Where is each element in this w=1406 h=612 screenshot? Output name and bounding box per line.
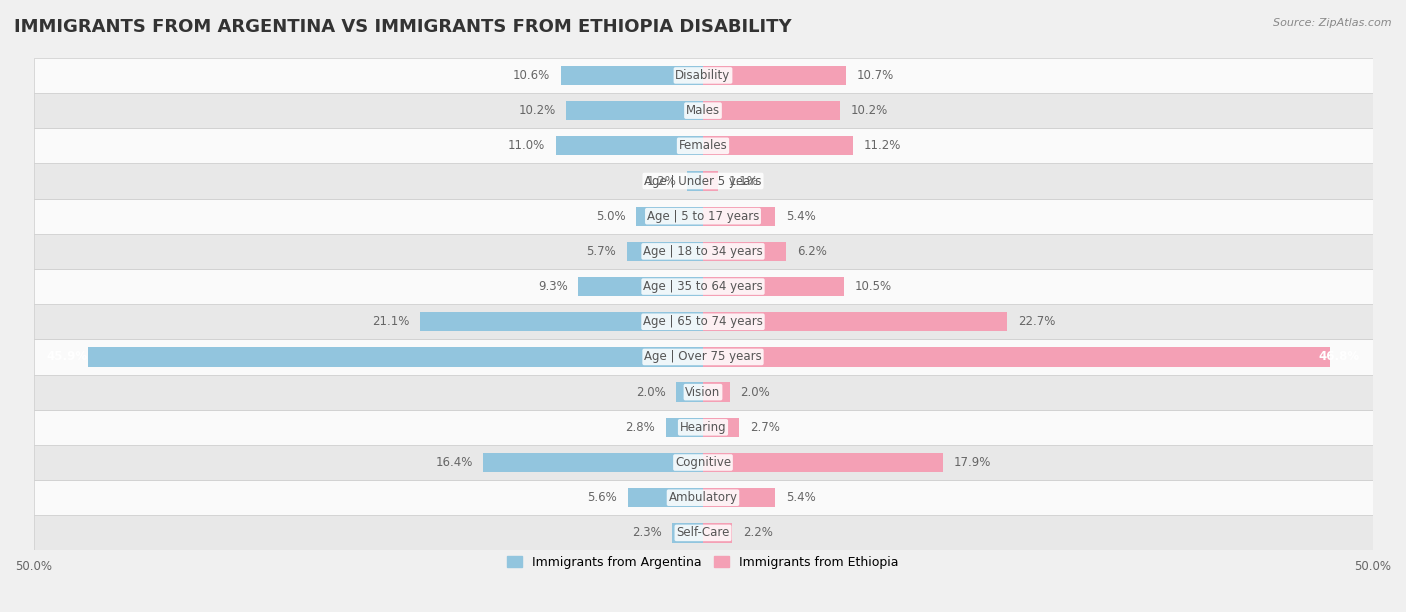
Text: 11.0%: 11.0% <box>508 140 546 152</box>
Bar <box>34 129 1372 163</box>
Text: 17.9%: 17.9% <box>953 456 991 469</box>
Bar <box>703 523 733 543</box>
Bar <box>703 382 730 402</box>
Bar <box>34 269 1372 304</box>
Bar <box>627 242 703 261</box>
Text: 2.8%: 2.8% <box>626 421 655 434</box>
Bar <box>34 515 1372 550</box>
Bar <box>703 136 853 155</box>
Bar <box>420 312 703 332</box>
Bar <box>34 304 1372 340</box>
Text: 2.0%: 2.0% <box>636 386 665 398</box>
Text: 5.6%: 5.6% <box>588 491 617 504</box>
Bar <box>703 488 775 507</box>
Text: 21.1%: 21.1% <box>373 315 409 328</box>
Bar <box>703 277 844 296</box>
Bar <box>34 340 1372 375</box>
Bar <box>34 410 1372 445</box>
Text: Source: ZipAtlas.com: Source: ZipAtlas.com <box>1274 18 1392 28</box>
Text: 10.2%: 10.2% <box>851 104 887 117</box>
Bar <box>34 375 1372 410</box>
Bar <box>703 101 839 121</box>
Bar <box>567 101 703 121</box>
Text: Hearing: Hearing <box>679 421 727 434</box>
Bar <box>34 93 1372 129</box>
Text: Self-Care: Self-Care <box>676 526 730 539</box>
Text: 2.0%: 2.0% <box>741 386 770 398</box>
Bar <box>703 65 846 85</box>
Text: 6.2%: 6.2% <box>797 245 827 258</box>
Bar <box>676 382 703 402</box>
Text: 2.7%: 2.7% <box>749 421 780 434</box>
Text: 1.2%: 1.2% <box>647 174 676 187</box>
Bar <box>703 347 1330 367</box>
Text: 5.4%: 5.4% <box>786 491 815 504</box>
Bar <box>703 242 786 261</box>
Bar <box>34 234 1372 269</box>
Text: Age | 65 to 74 years: Age | 65 to 74 years <box>643 315 763 328</box>
Bar <box>703 417 740 437</box>
Text: 10.2%: 10.2% <box>519 104 555 117</box>
Text: 46.8%: 46.8% <box>1317 351 1360 364</box>
Bar <box>34 480 1372 515</box>
Bar <box>628 488 703 507</box>
Bar <box>34 199 1372 234</box>
Text: Ambulatory: Ambulatory <box>668 491 738 504</box>
Text: Age | 5 to 17 years: Age | 5 to 17 years <box>647 210 759 223</box>
Bar <box>703 312 1007 332</box>
Text: 10.7%: 10.7% <box>858 69 894 82</box>
Text: 22.7%: 22.7% <box>1018 315 1054 328</box>
Text: Age | 35 to 64 years: Age | 35 to 64 years <box>643 280 763 293</box>
Text: Age | Over 75 years: Age | Over 75 years <box>644 351 762 364</box>
Text: 2.3%: 2.3% <box>631 526 661 539</box>
Text: 11.2%: 11.2% <box>863 140 901 152</box>
Bar <box>688 171 703 191</box>
Bar <box>34 445 1372 480</box>
Text: Females: Females <box>679 140 727 152</box>
Bar <box>34 163 1372 199</box>
Text: Vision: Vision <box>685 386 721 398</box>
Text: 16.4%: 16.4% <box>436 456 472 469</box>
Text: Cognitive: Cognitive <box>675 456 731 469</box>
Bar <box>561 65 703 85</box>
Text: IMMIGRANTS FROM ARGENTINA VS IMMIGRANTS FROM ETHIOPIA DISABILITY: IMMIGRANTS FROM ARGENTINA VS IMMIGRANTS … <box>14 18 792 36</box>
Bar <box>89 347 703 367</box>
Text: 1.1%: 1.1% <box>728 174 758 187</box>
Bar <box>484 453 703 472</box>
Text: 9.3%: 9.3% <box>538 280 568 293</box>
Text: Males: Males <box>686 104 720 117</box>
Legend: Immigrants from Argentina, Immigrants from Ethiopia: Immigrants from Argentina, Immigrants fr… <box>502 551 904 574</box>
Text: 5.0%: 5.0% <box>596 210 626 223</box>
Bar <box>703 453 942 472</box>
Text: Age | 18 to 34 years: Age | 18 to 34 years <box>643 245 763 258</box>
Text: 10.5%: 10.5% <box>855 280 891 293</box>
Bar <box>34 58 1372 93</box>
Text: Disability: Disability <box>675 69 731 82</box>
Text: Age | Under 5 years: Age | Under 5 years <box>644 174 762 187</box>
Text: 10.6%: 10.6% <box>513 69 550 82</box>
Text: 45.9%: 45.9% <box>46 351 89 364</box>
Text: 5.4%: 5.4% <box>786 210 815 223</box>
Text: 2.2%: 2.2% <box>744 526 773 539</box>
Bar <box>703 206 775 226</box>
Bar <box>665 417 703 437</box>
Bar <box>578 277 703 296</box>
Bar <box>555 136 703 155</box>
Bar <box>703 171 717 191</box>
Text: 5.7%: 5.7% <box>586 245 616 258</box>
Bar <box>636 206 703 226</box>
Bar <box>672 523 703 543</box>
